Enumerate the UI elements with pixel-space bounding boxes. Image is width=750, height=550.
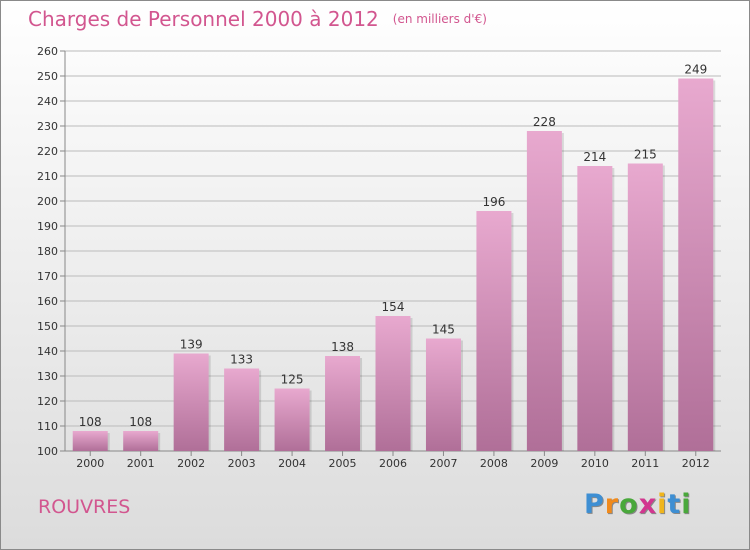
- bar: [173, 353, 209, 451]
- bar: [425, 338, 461, 451]
- bar: [224, 368, 260, 451]
- bar: [627, 163, 663, 451]
- y-tick-label: 240: [37, 95, 58, 108]
- y-tick-label: 210: [37, 170, 58, 183]
- y-tick-label: 100: [37, 445, 58, 458]
- bar-value-label: 249: [684, 63, 707, 77]
- y-tick-label: 250: [37, 70, 58, 83]
- x-tick-label: 2009: [530, 457, 558, 470]
- bar-value-label: 125: [281, 373, 304, 387]
- bar-value-label: 108: [79, 415, 102, 429]
- chart-subtitle: (en milliers d'€): [392, 12, 487, 26]
- bar: [274, 388, 310, 451]
- y-tick-label: 150: [37, 320, 58, 333]
- x-tick-label: 2008: [480, 457, 508, 470]
- x-tick-label: 2004: [278, 457, 306, 470]
- y-tick-label: 220: [37, 145, 58, 158]
- y-tick-label: 140: [37, 345, 58, 358]
- y-tick-label: 260: [37, 45, 58, 58]
- bar: [526, 131, 562, 451]
- x-tick-label: 2007: [429, 457, 457, 470]
- x-tick-label: 2002: [177, 457, 205, 470]
- x-tick-label: 2000: [76, 457, 104, 470]
- x-tick-label: 2003: [228, 457, 256, 470]
- proxiti-logo: Proxiti: [584, 489, 692, 520]
- bar-value-label: 154: [382, 300, 405, 314]
- chart-title: Charges de Personnel 2000 à 2012 (en mill…: [28, 7, 487, 31]
- x-tick-label: 2005: [329, 457, 357, 470]
- bar-value-label: 108: [129, 415, 152, 429]
- bar-value-label: 133: [230, 353, 253, 367]
- bar: [325, 356, 361, 451]
- y-tick-label: 130: [37, 370, 58, 383]
- bar-value-label: 215: [634, 148, 657, 162]
- bar-value-label: 214: [583, 150, 606, 164]
- y-tick-label: 200: [37, 195, 58, 208]
- bar-value-label: 145: [432, 323, 455, 337]
- bar-value-label: 139: [180, 338, 203, 352]
- x-tick-label: 2012: [682, 457, 710, 470]
- x-tick-label: 2010: [581, 457, 609, 470]
- bar: [577, 166, 613, 451]
- y-tick-label: 170: [37, 270, 58, 283]
- chart-title-text: Charges de Personnel 2000 à 2012: [28, 7, 379, 31]
- y-tick-label: 160: [37, 295, 58, 308]
- bar-value-label: 228: [533, 115, 556, 129]
- bar-value-label: 196: [482, 195, 505, 209]
- city-name: ROUVRES: [38, 496, 131, 518]
- y-tick-label: 120: [37, 395, 58, 408]
- bar-value-label: 138: [331, 340, 354, 354]
- x-tick-label: 2011: [631, 457, 659, 470]
- x-tick-label: 2006: [379, 457, 407, 470]
- y-tick-label: 110: [37, 420, 58, 433]
- bar: [678, 78, 714, 451]
- bar: [123, 431, 159, 451]
- bar: [375, 316, 411, 451]
- y-tick-label: 190: [37, 220, 58, 233]
- y-tick-label: 180: [37, 245, 58, 258]
- y-tick-label: 230: [37, 120, 58, 133]
- bar: [476, 211, 512, 451]
- x-tick-label: 2001: [127, 457, 155, 470]
- bar: [72, 431, 108, 451]
